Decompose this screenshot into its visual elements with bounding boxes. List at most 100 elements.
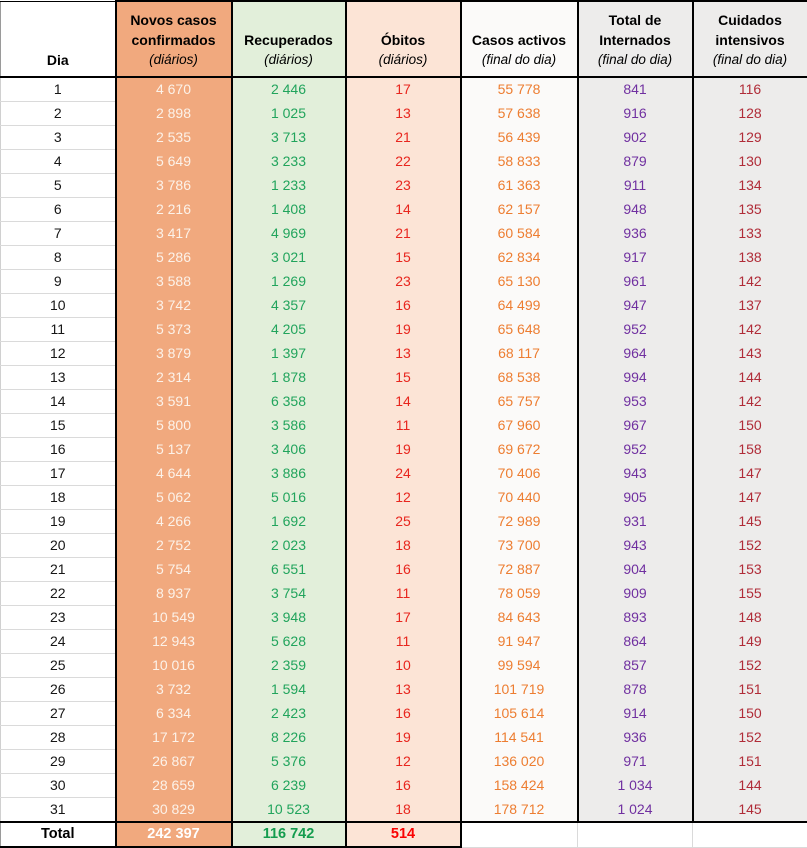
deaths-cell: 13: [346, 102, 461, 126]
day-cell: 23: [1, 606, 116, 630]
icu-cell: 134: [693, 174, 807, 198]
active-cases-cell: 62 834: [461, 246, 578, 270]
deaths-cell: 12: [346, 750, 461, 774]
deaths-cell: 14: [346, 390, 461, 414]
recovered-cell: 6 239: [232, 774, 346, 798]
active-cases-cell: 178 712: [461, 798, 578, 823]
hospitalized-cell: 964: [578, 342, 693, 366]
icu-cell: 130: [693, 150, 807, 174]
active-cases-cell: 99 594: [461, 654, 578, 678]
deaths-cell: 25: [346, 510, 461, 534]
recovered-cell: 1 878: [232, 366, 346, 390]
day-cell: 28: [1, 726, 116, 750]
day-cell: 16: [1, 438, 116, 462]
total-hospitalized-cell: [578, 822, 693, 847]
icu-cell: 158: [693, 438, 807, 462]
icu-cell: 149: [693, 630, 807, 654]
hospitalized-cell: 953: [578, 390, 693, 414]
col-title-hospitalized: Total de Internados: [581, 10, 690, 50]
recovered-cell: 1 269: [232, 270, 346, 294]
total-deaths-cell: 514: [346, 822, 461, 847]
col-subtitle-recovered: (diários): [235, 50, 343, 70]
col-header-recovered: Recuperados (diários): [232, 1, 346, 77]
new-cases-cell: 5 649: [116, 150, 232, 174]
recovered-cell: 2 446: [232, 77, 346, 102]
recovered-cell: 2 023: [232, 534, 346, 558]
deaths-cell: 13: [346, 342, 461, 366]
col-title-icu: Cuidados intensivos: [696, 10, 805, 50]
icu-cell: 133: [693, 222, 807, 246]
hospitalized-cell: 947: [578, 294, 693, 318]
recovered-cell: 1 397: [232, 342, 346, 366]
icu-cell: 144: [693, 774, 807, 798]
deaths-cell: 14: [346, 198, 461, 222]
new-cases-cell: 3 591: [116, 390, 232, 414]
active-cases-cell: 64 499: [461, 294, 578, 318]
active-cases-cell: 70 406: [461, 462, 578, 486]
new-cases-cell: 8 937: [116, 582, 232, 606]
active-cases-cell: 62 157: [461, 198, 578, 222]
active-cases-cell: 55 778: [461, 77, 578, 102]
day-cell: 12: [1, 342, 116, 366]
hospitalized-cell: 952: [578, 318, 693, 342]
col-subtitle-active-cases: (final do dia): [464, 50, 575, 70]
recovered-cell: 8 226: [232, 726, 346, 750]
deaths-cell: 21: [346, 222, 461, 246]
col-header-day: Dia: [1, 1, 116, 77]
deaths-cell: 11: [346, 582, 461, 606]
hospitalized-cell: 902: [578, 126, 693, 150]
active-cases-cell: 136 020: [461, 750, 578, 774]
icu-cell: 135: [693, 198, 807, 222]
deaths-cell: 13: [346, 678, 461, 702]
new-cases-cell: 3 786: [116, 174, 232, 198]
col-subtitle-deaths: (diários): [349, 50, 458, 70]
deaths-cell: 22: [346, 150, 461, 174]
active-cases-cell: 68 538: [461, 366, 578, 390]
recovered-cell: 3 886: [232, 462, 346, 486]
active-cases-cell: 65 757: [461, 390, 578, 414]
recovered-cell: 3 713: [232, 126, 346, 150]
total-icu-cell: [693, 822, 807, 847]
day-cell: 5: [1, 174, 116, 198]
icu-cell: 142: [693, 390, 807, 414]
new-cases-cell: 2 535: [116, 126, 232, 150]
recovered-cell: 6 551: [232, 558, 346, 582]
deaths-cell: 15: [346, 246, 461, 270]
active-cases-cell: 57 638: [461, 102, 578, 126]
deaths-cell: 21: [346, 126, 461, 150]
active-cases-cell: 72 887: [461, 558, 578, 582]
hospitalized-cell: 936: [578, 222, 693, 246]
hospitalized-cell: 961: [578, 270, 693, 294]
total-recovered-cell: 116 742: [232, 822, 346, 847]
new-cases-cell: 28 659: [116, 774, 232, 798]
active-cases-cell: 68 117: [461, 342, 578, 366]
icu-cell: 138: [693, 246, 807, 270]
active-cases-cell: 58 833: [461, 150, 578, 174]
new-cases-cell: 17 172: [116, 726, 232, 750]
icu-cell: 129: [693, 126, 807, 150]
col-title-active-cases: Casos activos: [464, 30, 575, 50]
active-cases-cell: 65 130: [461, 270, 578, 294]
icu-cell: 137: [693, 294, 807, 318]
day-cell: 30: [1, 774, 116, 798]
col-title-new-cases: Novos casos confirmados: [119, 10, 229, 50]
day-cell: 11: [1, 318, 116, 342]
deaths-cell: 23: [346, 270, 461, 294]
active-cases-cell: 114 541: [461, 726, 578, 750]
hospitalized-cell: 864: [578, 630, 693, 654]
header-row: Dia Novos casos confirmados (diários) Re…: [1, 1, 807, 77]
recovered-cell: 4 357: [232, 294, 346, 318]
new-cases-cell: 5 754: [116, 558, 232, 582]
